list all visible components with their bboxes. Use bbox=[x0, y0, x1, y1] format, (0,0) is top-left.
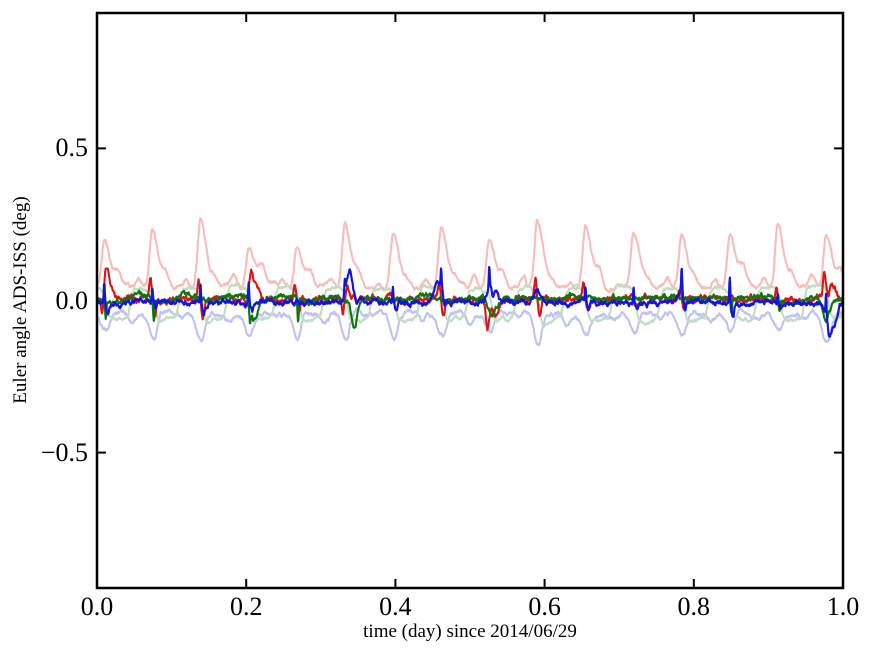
series-line-pale-green bbox=[97, 282, 843, 328]
series-line-blue bbox=[97, 266, 843, 338]
axes-frame bbox=[95, 11, 845, 590]
y-tick-label: −0.5 bbox=[40, 437, 88, 467]
series-line-pale-blue bbox=[97, 307, 843, 347]
x-tick-label: 0.6 bbox=[528, 592, 561, 621]
x-tick-label: 0.0 bbox=[80, 592, 114, 621]
x-tick-label: 1.0 bbox=[826, 592, 860, 621]
series-lines bbox=[97, 217, 843, 347]
x-tick-label: 0.4 bbox=[379, 592, 412, 621]
y-tick-label: 0.0 bbox=[55, 285, 89, 315]
x-tick-label: 0.8 bbox=[677, 592, 711, 621]
x-axis-label: time (day) since 2014/06/29 bbox=[363, 621, 577, 642]
series-line-pale-red bbox=[97, 217, 843, 294]
series-line-green bbox=[97, 289, 843, 329]
x-tick-label: 0.2 bbox=[229, 592, 263, 621]
y-tick-label: 0.5 bbox=[55, 133, 89, 163]
